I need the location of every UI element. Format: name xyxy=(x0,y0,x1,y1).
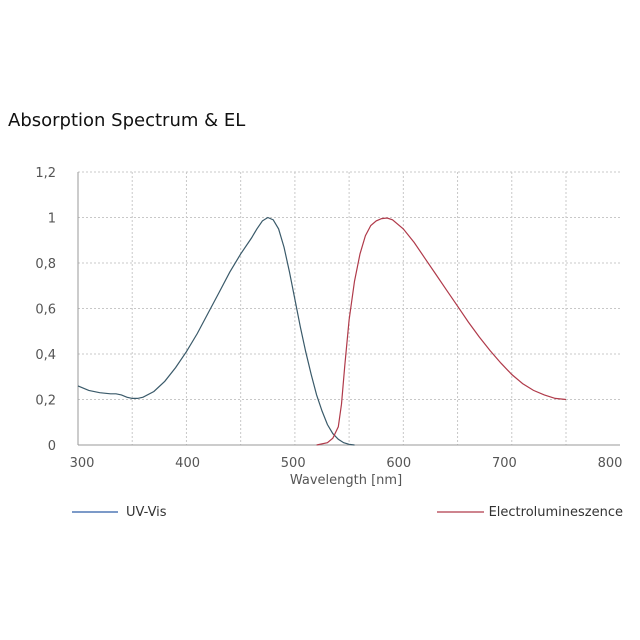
axes xyxy=(77,172,620,446)
series-line-uv-vis xyxy=(77,216,355,446)
tick-labels: 0 0,2 0,4 0,6 0,8 1 1,2 300 400 500 600 700 800 xyxy=(35,166,622,471)
x-tick-label: 400 xyxy=(175,456,200,471)
chart-title: Absorption Spectrum & EL xyxy=(8,110,246,131)
y-tick-label: 0,2 xyxy=(35,394,56,409)
legend: UV-Vis Electrolumineszence xyxy=(72,505,623,520)
x-tick-label: 300 xyxy=(70,456,95,471)
y-tick-label: 1 xyxy=(48,212,56,227)
x-tick-label: 700 xyxy=(492,456,517,471)
y-tick-label: 0,8 xyxy=(35,257,56,272)
x-tick-label: 600 xyxy=(386,456,411,471)
series-line-electrolumineszence xyxy=(316,217,567,446)
legend-label: Electrolumineszence xyxy=(489,505,623,520)
y-tick-label: 0,6 xyxy=(35,303,56,318)
y-tick-label: 0,4 xyxy=(35,348,56,363)
legend-label: UV-Vis xyxy=(126,505,167,520)
x-tick-label: 800 xyxy=(598,456,623,471)
x-axis-label: Wavelength [nm] xyxy=(290,473,402,488)
grid xyxy=(78,171,620,445)
series-layer xyxy=(77,216,567,446)
y-tick-label: 0 xyxy=(48,439,56,454)
y-tick-label: 1,2 xyxy=(35,166,56,181)
x-tick-label: 500 xyxy=(281,456,306,471)
